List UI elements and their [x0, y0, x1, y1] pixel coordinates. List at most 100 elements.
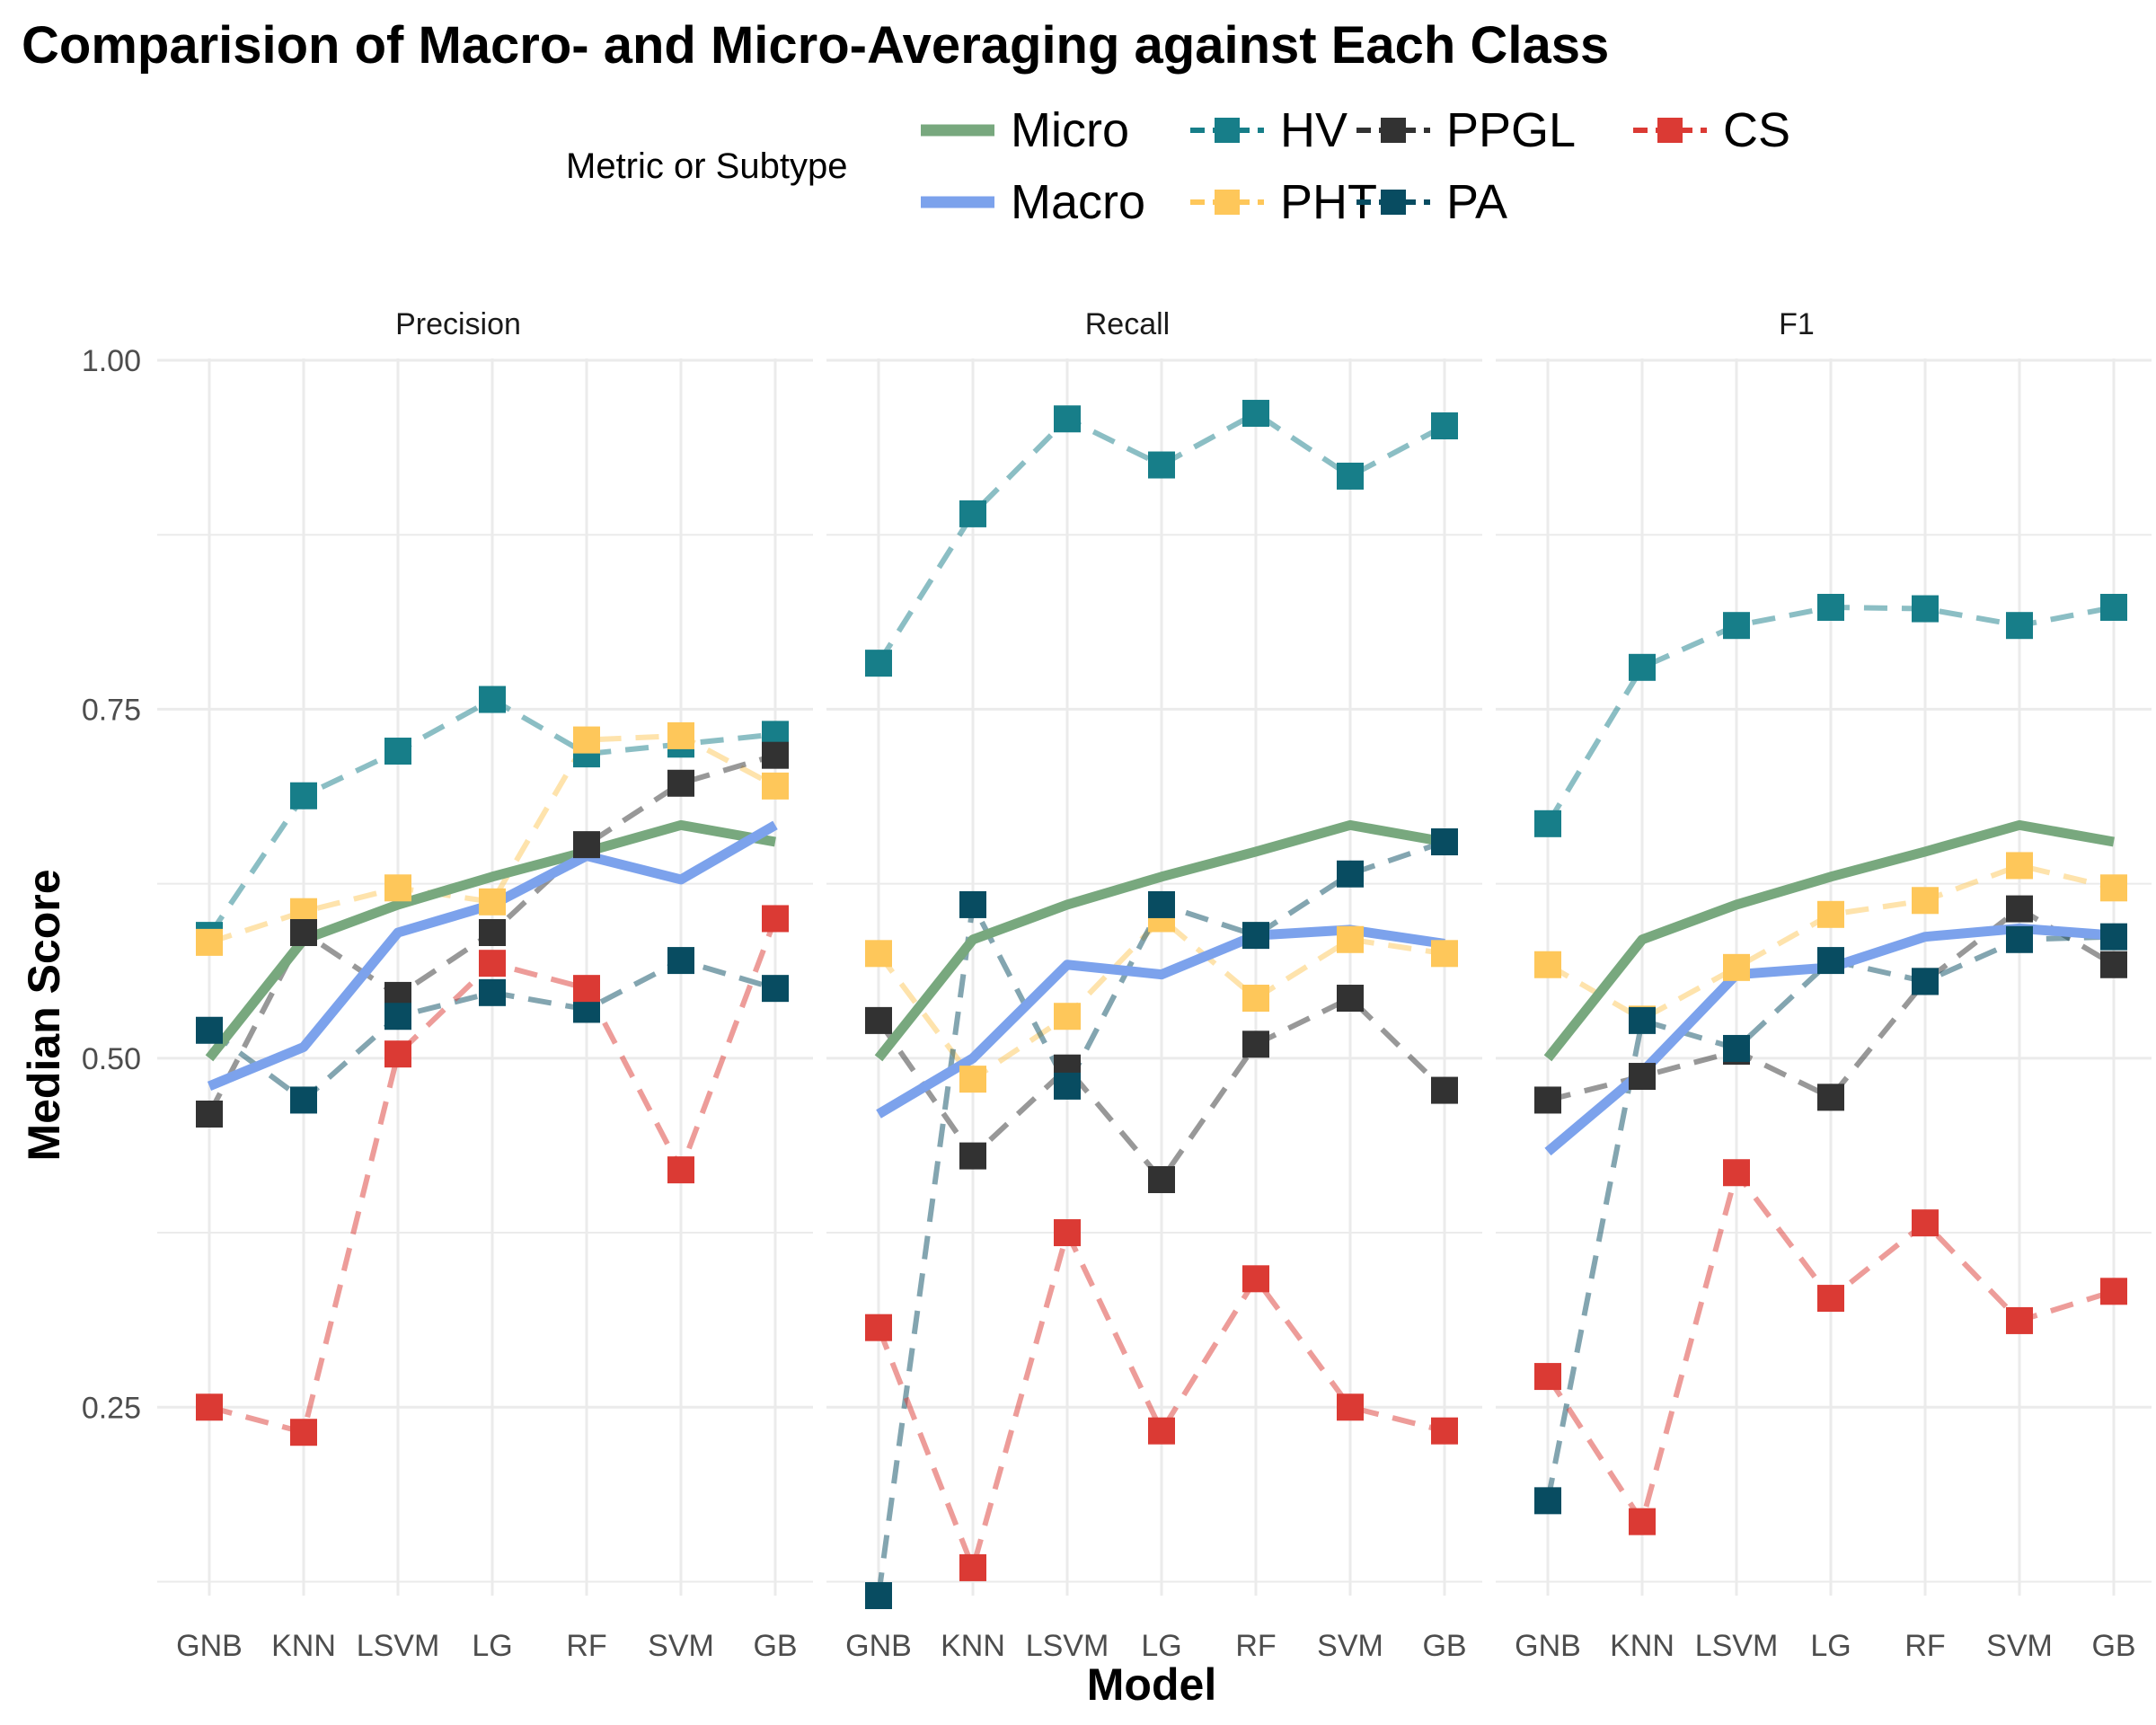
legend-item-macro: Macro [921, 175, 1145, 229]
x-tick-label: LSVM [357, 1629, 440, 1663]
legend-title: Metric or Subtype [566, 146, 847, 186]
y-tick-label: 0.50 [82, 1042, 141, 1076]
data-point [1148, 451, 1175, 479]
x-axis-ticks: GNB KNN LSVM LG RF SVM GB [1515, 1629, 2135, 1663]
data-point [196, 928, 223, 956]
data-point [1242, 400, 1269, 428]
legend-label: Macro [1011, 175, 1145, 229]
markers-ppgl [865, 985, 1458, 1194]
data-point [667, 721, 694, 749]
x-tick-label: GNB [176, 1629, 243, 1663]
legend-item-pht: PHT [1190, 175, 1377, 229]
markers-cs [1534, 1159, 2127, 1535]
data-point [384, 874, 411, 902]
legend-item-micro: Micro [921, 103, 1129, 157]
data-point [1817, 1285, 1844, 1313]
legend-label: CS [1723, 103, 1790, 157]
data-point [1912, 887, 1939, 915]
series-micro [1543, 819, 2115, 1062]
data-point [2006, 612, 2033, 640]
data-point [573, 831, 600, 859]
markers-pht [865, 905, 1458, 1093]
x-tick-label: SVM [1986, 1629, 2053, 1663]
data-point [1148, 1166, 1175, 1194]
data-point [667, 1156, 694, 1184]
y-tick-label: 0.75 [82, 693, 141, 727]
data-point [667, 947, 694, 975]
series-line [1543, 819, 2115, 1062]
markers-cs [865, 1219, 1458, 1581]
legend-key-marker [1215, 190, 1240, 215]
data-point [1431, 1076, 1458, 1104]
markers-pa [865, 828, 1458, 1609]
x-tick-label: RF [566, 1629, 606, 1663]
x-axis-title: Model [1087, 1659, 1216, 1710]
data-point [1629, 1063, 1656, 1091]
data-point [1054, 1003, 1081, 1031]
data-point [1629, 1508, 1656, 1535]
panel-precision: Precision 0.25 0.50 0.75 1.00 GNB KNN LSVM LG RF S… [82, 307, 813, 1663]
markers-hv [865, 400, 1458, 677]
panel-recall: Recall GNB KNN LSVM LG RF SVM GB [826, 307, 1482, 1663]
data-point [1054, 1219, 1081, 1247]
data-point [1817, 900, 1844, 928]
data-point [196, 1100, 223, 1128]
data-point [1817, 1084, 1844, 1111]
data-point [2100, 923, 2127, 951]
data-point [1337, 860, 1364, 888]
legend-item-ppgl: PPGL [1356, 103, 1576, 157]
data-point [290, 782, 317, 809]
data-point [667, 769, 694, 797]
data-point [1629, 653, 1656, 681]
markers-ppgl [196, 741, 789, 1128]
data-point [1723, 1034, 1750, 1062]
legend-item-hv: HV [1190, 103, 1348, 157]
data-point [762, 741, 789, 769]
legend-label: PA [1446, 175, 1507, 229]
data-point [1337, 985, 1364, 1013]
data-point [1431, 940, 1458, 968]
markers-hv [1534, 594, 2127, 837]
markers-ppgl [1534, 895, 2127, 1114]
y-axis-title: Median Score [19, 869, 69, 1161]
data-point [2006, 1306, 2033, 1334]
data-point [1242, 1265, 1269, 1293]
y-axis-ticks: 0.25 0.50 0.75 1.00 [82, 344, 141, 1425]
data-point [865, 1006, 892, 1034]
x-tick-label: GNB [1515, 1629, 1581, 1663]
data-point [384, 1003, 411, 1031]
data-point [290, 1086, 317, 1114]
x-tick-label: LSVM [1026, 1629, 1109, 1663]
legend-label: Micro [1011, 103, 1129, 157]
data-point [479, 686, 506, 713]
markers-cs [196, 905, 789, 1446]
data-point [2100, 594, 2127, 621]
data-point [1817, 594, 1844, 621]
x-tick-label: GNB [845, 1629, 912, 1663]
legend-key-marker [1215, 118, 1240, 143]
data-point [2006, 852, 2033, 880]
panel-title: Precision [395, 307, 521, 341]
data-point [1912, 595, 1939, 623]
data-point [573, 726, 600, 754]
legend-label: HV [1280, 103, 1348, 157]
panel-title: F1 [1779, 307, 1815, 341]
data-point [2100, 1278, 2127, 1305]
data-point [479, 888, 506, 916]
x-tick-label: GB [1422, 1629, 1466, 1663]
data-point [1242, 985, 1269, 1013]
x-axis-ticks: GNB KNN LSVM LG RF SVM GB [845, 1629, 1466, 1663]
data-point [1723, 1159, 1750, 1187]
data-point [1337, 462, 1364, 490]
data-point [1148, 890, 1175, 918]
data-point [1534, 1086, 1561, 1114]
data-point [1912, 1209, 1939, 1237]
data-point [1337, 1393, 1364, 1421]
legend-key-marker [1381, 118, 1406, 143]
legend-item-cs: CS [1633, 103, 1790, 157]
data-point [1431, 412, 1458, 440]
gridlines [1496, 358, 2152, 1596]
x-tick-label: LG [472, 1629, 512, 1663]
gridlines [826, 358, 1482, 1596]
